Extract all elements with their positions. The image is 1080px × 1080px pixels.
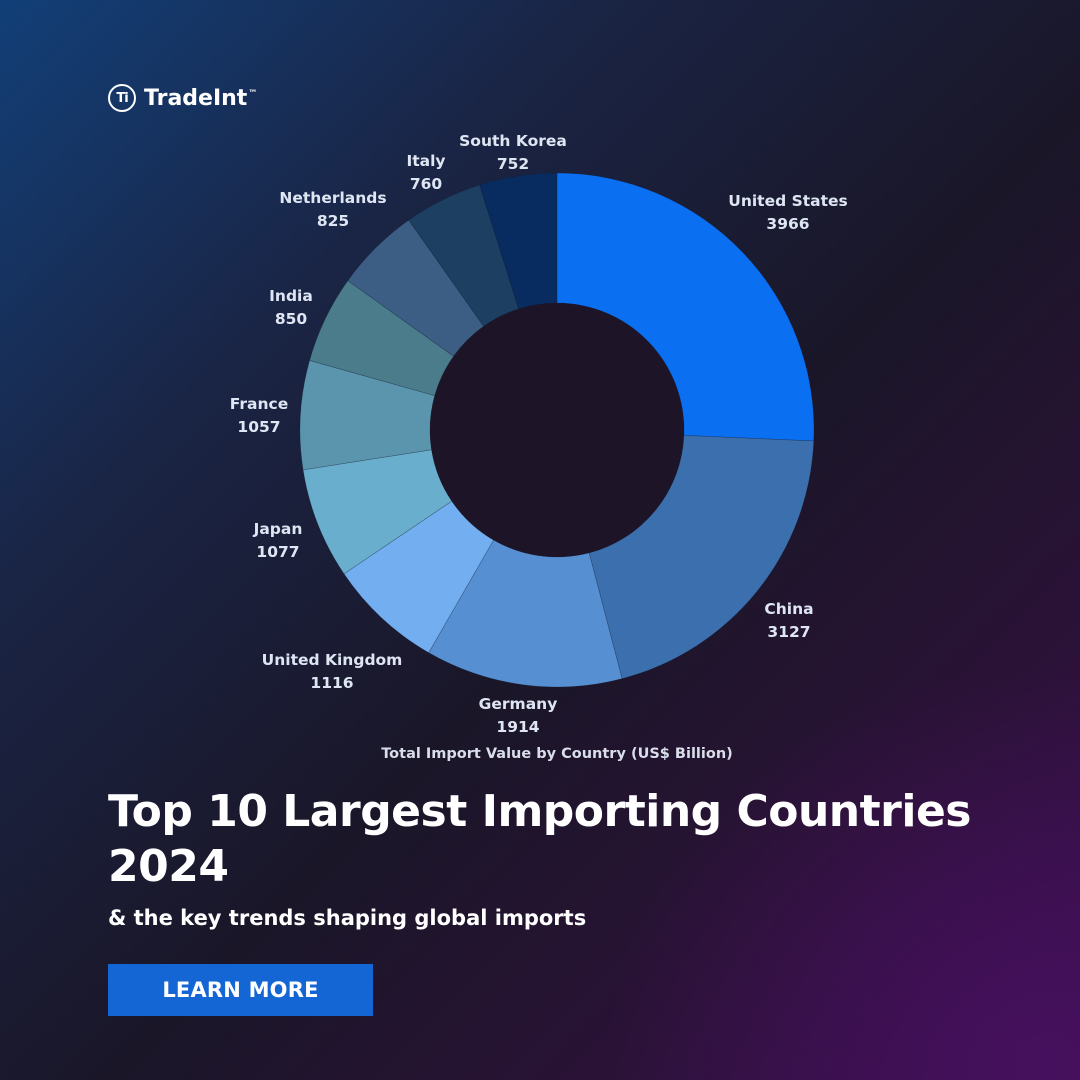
slice-label-italy: Italy [406,152,445,170]
slice-label-india: India [269,287,313,305]
slice-label-france: France [230,395,288,413]
slice-label-china: China [764,600,813,618]
page-subheadline: & the key trends shaping global imports [108,906,587,930]
donut-hole [430,303,684,557]
slice-label-japan: Japan [253,520,303,538]
slice-label-germany: Germany [479,695,558,713]
slice-value-china: 3127 [767,623,810,641]
slice-value-united-kingdom: 1116 [310,674,353,692]
slice-label-united-states: United States [728,192,848,210]
slice-label-netherlands: Netherlands [279,189,386,207]
chart-title: Total Import Value by Country (US$ Billi… [381,746,733,762]
slice-label-south-korea: South Korea [459,132,567,150]
learn-more-button[interactable]: LEARN MORE [108,964,373,1016]
slice-value-united-states: 3966 [766,215,809,233]
trademark-symbol: ™ [248,89,258,100]
brand-logo: Ti TradeInt™ [108,84,257,112]
slice-label-united-kingdom: United Kingdom [262,651,403,669]
slice-value-germany: 1914 [496,718,539,736]
slice-value-netherlands: 825 [317,212,349,230]
slice-value-india: 850 [275,310,308,328]
slice-value-france: 1057 [237,418,280,436]
slice-value-italy: 760 [410,175,443,193]
donut-chart: United States 3966 China 3127 Germany 1914 Uni… [230,132,848,736]
brand-name: TradeInt™ [144,85,258,111]
page-headline: Top 10 Largest Importing Countries 2024 [108,786,971,892]
slice-value-south-korea: 752 [497,155,529,173]
brand-logo-icon: Ti [108,84,136,112]
slice-value-japan: 1077 [256,543,299,561]
